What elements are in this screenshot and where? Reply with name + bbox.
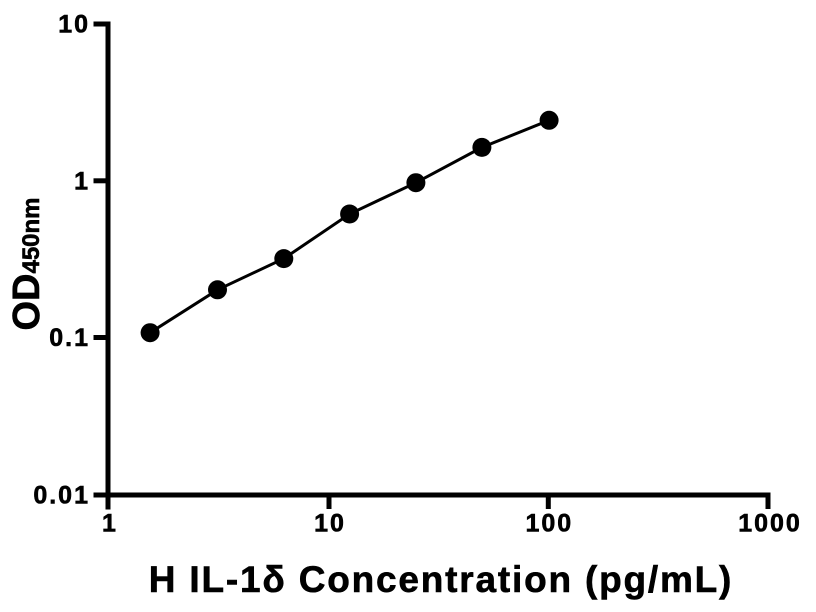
svg-text:1000: 1000 (738, 510, 802, 538)
svg-text:H IL-1δ Concentration (pg/mL): H IL-1δ Concentration (pg/mL) (149, 559, 733, 600)
svg-text:1: 1 (102, 510, 118, 538)
svg-text:0.01: 0.01 (33, 482, 90, 510)
svg-text:0.1: 0.1 (49, 324, 90, 352)
svg-text:10: 10 (58, 11, 90, 39)
svg-text:1: 1 (74, 167, 90, 195)
svg-text:100: 100 (525, 510, 573, 538)
svg-text:10: 10 (314, 510, 346, 538)
